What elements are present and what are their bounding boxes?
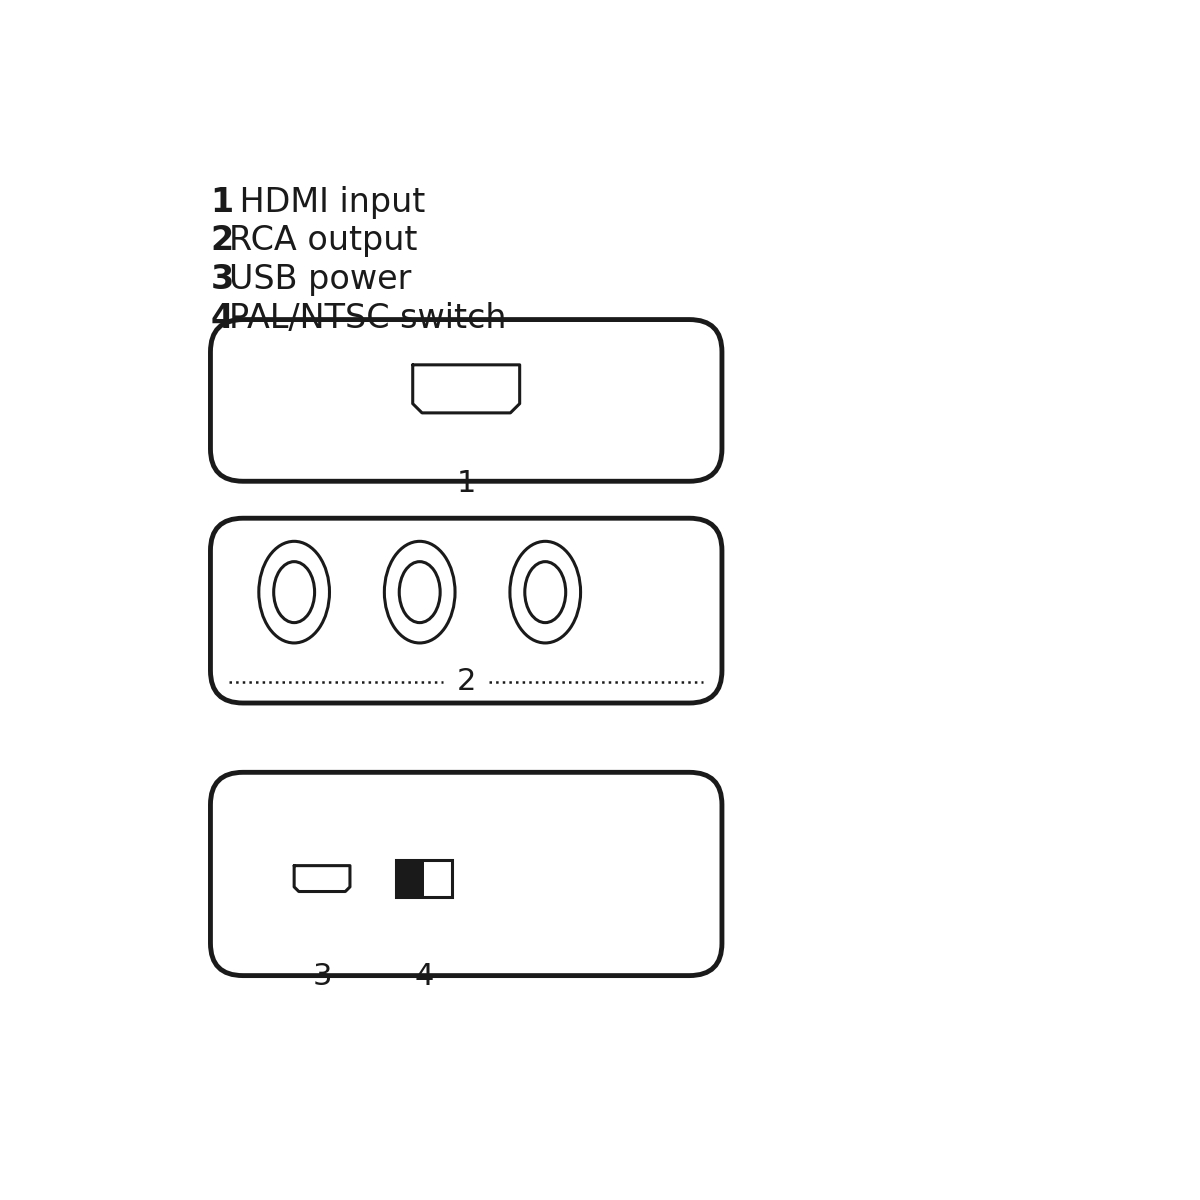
Text: PAL/NTSC switch: PAL/NTSC switch (229, 302, 506, 335)
Ellipse shape (524, 562, 565, 623)
Ellipse shape (400, 562, 440, 623)
Text: USB power: USB power (229, 263, 412, 296)
Ellipse shape (259, 541, 330, 643)
Ellipse shape (274, 562, 314, 623)
Bar (396, 860, 452, 898)
Text: 2: 2 (456, 667, 476, 696)
Text: HDMI input: HDMI input (229, 186, 425, 218)
FancyBboxPatch shape (210, 518, 722, 703)
FancyBboxPatch shape (210, 773, 722, 976)
Text: RCA output: RCA output (229, 224, 418, 257)
Text: 2: 2 (210, 224, 234, 257)
Text: 3: 3 (210, 263, 234, 296)
Ellipse shape (384, 541, 455, 643)
Text: 1: 1 (210, 186, 234, 218)
Text: 4: 4 (210, 302, 234, 335)
FancyBboxPatch shape (210, 319, 722, 481)
Text: 3: 3 (312, 961, 331, 991)
Bar (396, 860, 425, 898)
Text: 1: 1 (456, 469, 476, 498)
Ellipse shape (510, 541, 581, 643)
Text: 4: 4 (415, 961, 434, 991)
